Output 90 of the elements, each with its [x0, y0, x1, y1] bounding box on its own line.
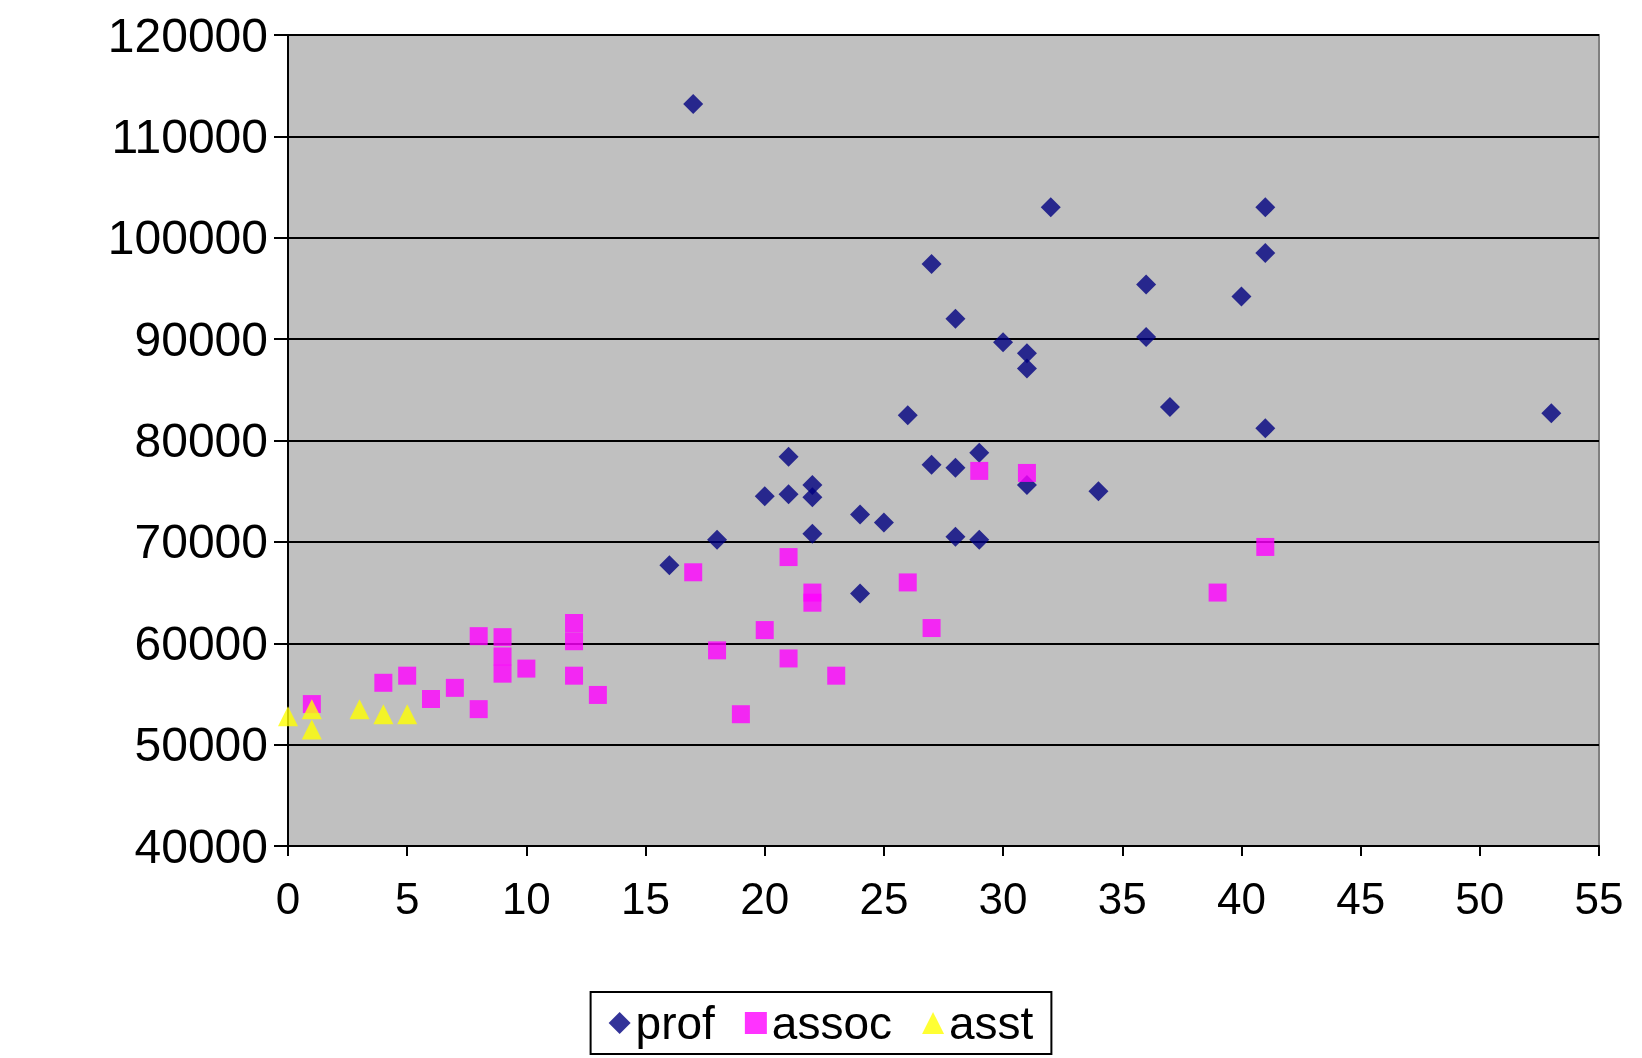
point — [850, 583, 871, 604]
x-tick-label: 30 — [978, 873, 1028, 923]
point — [778, 484, 799, 505]
point — [469, 627, 488, 646]
point — [301, 719, 322, 740]
x-tick-label: 5 — [394, 873, 420, 923]
point — [1136, 274, 1157, 295]
point — [1159, 397, 1180, 418]
point — [707, 529, 728, 550]
point — [802, 523, 823, 544]
point — [565, 632, 584, 651]
point — [398, 666, 417, 685]
point — [969, 442, 990, 463]
point — [970, 461, 989, 480]
y-tick-label: 70000 — [134, 515, 268, 569]
y-tick-label: 60000 — [134, 616, 268, 670]
point — [731, 705, 750, 724]
y-tick-label: 50000 — [134, 718, 268, 772]
point — [422, 690, 441, 709]
point — [1256, 537, 1275, 556]
point — [684, 563, 703, 582]
point — [565, 666, 584, 685]
point — [922, 619, 941, 638]
point — [708, 641, 727, 660]
point — [1231, 286, 1252, 307]
point — [1017, 463, 1036, 482]
point — [445, 678, 464, 697]
point — [873, 512, 894, 533]
x-tick-label: 20 — [740, 873, 790, 923]
legend-label: assoc — [771, 997, 893, 1049]
point — [1208, 583, 1227, 602]
point — [803, 593, 822, 612]
point — [374, 673, 393, 692]
point — [993, 332, 1014, 353]
point — [301, 699, 322, 720]
point — [1255, 418, 1276, 439]
x-tick-label: 35 — [1097, 873, 1147, 923]
y-tick-label: 90000 — [134, 312, 268, 366]
point — [945, 308, 966, 329]
point — [1040, 197, 1061, 218]
point — [1255, 197, 1276, 218]
y-tick-label: 100000 — [107, 211, 268, 265]
point — [755, 621, 774, 640]
x-tick-label: 15 — [621, 873, 671, 923]
y-tick-label: 80000 — [134, 414, 268, 467]
point — [779, 649, 798, 668]
point — [921, 454, 942, 475]
point — [827, 666, 846, 685]
point — [1255, 242, 1276, 263]
point — [1541, 403, 1562, 424]
point — [397, 704, 418, 725]
point — [588, 685, 607, 704]
point — [565, 613, 584, 632]
x-tick-label: 50 — [1455, 873, 1505, 923]
point — [1016, 358, 1037, 379]
x-tick-label: 40 — [1216, 873, 1266, 923]
point — [921, 254, 942, 275]
point — [897, 405, 918, 426]
y-tick-label: 40000 — [134, 819, 268, 873]
point — [945, 457, 966, 478]
point — [898, 573, 917, 592]
point — [517, 659, 536, 678]
point — [850, 504, 871, 525]
x-tick-label: 0 — [275, 873, 301, 923]
point — [1136, 327, 1157, 348]
x-tick-label: 25 — [859, 873, 909, 923]
legend-label: asst — [949, 997, 1034, 1049]
point — [802, 487, 823, 508]
x-tick-label: 10 — [501, 873, 551, 923]
point — [493, 664, 512, 683]
point — [779, 548, 798, 567]
x-tick-label: 55 — [1574, 873, 1624, 923]
point — [278, 706, 298, 727]
point — [683, 93, 704, 114]
point — [349, 699, 370, 720]
point — [969, 529, 990, 550]
point — [1088, 481, 1109, 502]
x-tick-label: 45 — [1336, 873, 1386, 923]
y-tick-label: 110000 — [111, 109, 268, 163]
y-tick-label: 120000 — [107, 8, 268, 62]
point — [778, 446, 799, 467]
point — [1016, 343, 1037, 364]
point — [754, 486, 775, 507]
legend-label: prof — [635, 997, 716, 1049]
point — [373, 704, 394, 725]
point — [493, 628, 512, 647]
point — [659, 555, 680, 576]
point — [493, 647, 512, 666]
point — [945, 526, 966, 547]
point — [469, 700, 488, 719]
